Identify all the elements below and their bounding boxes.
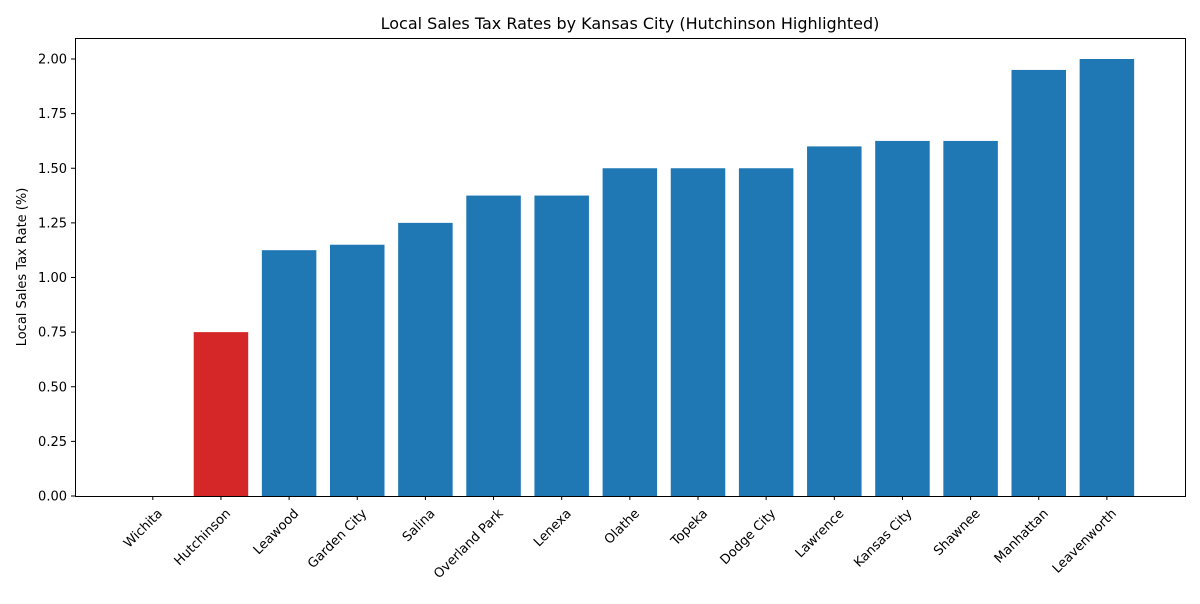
y-tick-label: 1.50 (38, 162, 67, 177)
y-ticks: 0.00 0.25 0.50 0.75 1.00 1.25 1.50 1.75 2.00 (38, 53, 75, 505)
bars (193, 59, 1135, 497)
x-tick-label: Leavenworth (1050, 506, 1120, 576)
y-axis-label: Local Sales Tax Rate (%) (15, 188, 30, 347)
y-tick-label: 2.00 (38, 53, 67, 68)
x-tick-label: Olathe (602, 506, 643, 547)
bar-hutchinson (193, 332, 249, 496)
x-tick-label: Kansas City (851, 506, 915, 570)
x-tick-label: Salina (400, 506, 439, 545)
bar-dodge-city (738, 168, 794, 496)
x-tick-label: Leawood (251, 506, 302, 557)
y-tick-label: 0.00 (38, 490, 67, 505)
x-tick-label: Lawrence (793, 506, 848, 561)
bar-lenexa (534, 195, 589, 496)
y-tick-label: 1.00 (38, 271, 67, 286)
x-tick-label: Lenexa (531, 506, 575, 550)
x-tick-label: Overland Park (431, 506, 507, 582)
x-tick-label: Dodge City (718, 506, 780, 568)
bar-kansas-city (875, 140, 930, 496)
bar-lawrence (807, 146, 862, 496)
x-tick-label: Shawnee (931, 506, 984, 559)
bar-salina (398, 222, 453, 496)
x-tick-label: Topeka (668, 506, 711, 549)
bar-manhattan (1011, 69, 1066, 497)
bar-leavenworth (1079, 59, 1135, 496)
y-tick-label: 0.25 (38, 435, 67, 450)
y-tick-label: 0.75 (38, 326, 67, 341)
chart-title: Local Sales Tax Rates by Kansas City (Hu… (381, 14, 880, 33)
bar-shawnee (943, 140, 998, 496)
y-tick-label: 1.75 (38, 107, 67, 122)
x-tick-label: Garden City (305, 506, 370, 571)
y-tick-label: 0.50 (38, 380, 67, 395)
bar-topeka (670, 168, 726, 496)
bar-olathe (602, 168, 658, 496)
bar-garden-city (330, 244, 385, 496)
x-tick-label: Manhattan (992, 506, 1052, 566)
bar-overland-park (466, 195, 521, 496)
bar-leawood (261, 250, 317, 496)
y-tick-label: 1.25 (38, 216, 67, 231)
x-tick-label: Hutchinson (172, 506, 234, 568)
x-tick-label: Wichita (121, 506, 166, 551)
x-ticks: Wichita Hutchinson Leawood Garden City Salin… (121, 496, 1120, 582)
plot-frame (75, 38, 1186, 497)
